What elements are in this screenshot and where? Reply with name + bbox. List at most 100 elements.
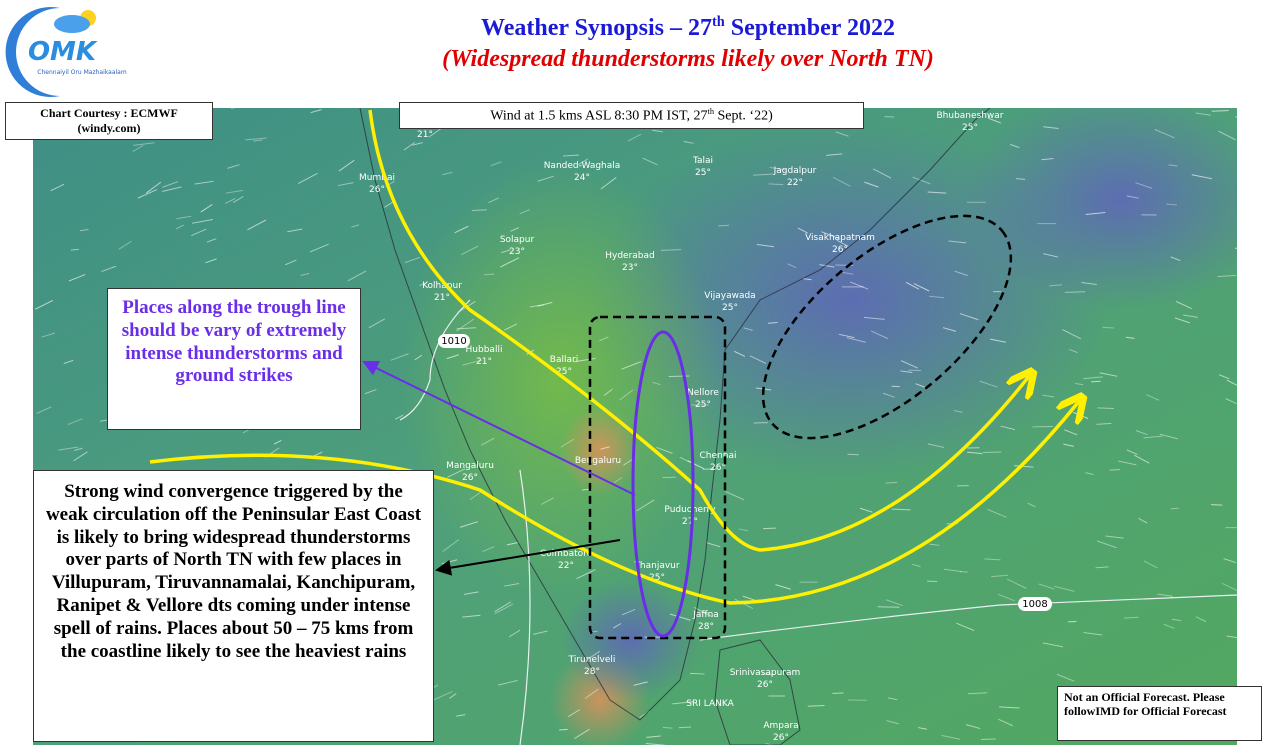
title: Weather Synopsis – 27th September 2022 [110, 14, 1266, 42]
city-name: Hyderabad [605, 251, 655, 261]
wind-streak [687, 460, 705, 470]
wind-streak [1096, 540, 1117, 549]
wind-streak [660, 249, 682, 251]
wind-streak [390, 353, 409, 361]
wind-streak [1145, 394, 1160, 401]
wind-streak [456, 327, 476, 330]
wind-streak [1075, 383, 1084, 386]
wind-streak [50, 183, 65, 192]
wind-streak [1143, 560, 1158, 569]
wind-streak [252, 139, 263, 142]
wind-streak [1096, 422, 1112, 425]
city-name: Tirunelveli [568, 655, 616, 665]
wind-streak [433, 690, 453, 701]
city-temp: 28° [698, 622, 714, 632]
city-name: Thanjavur [633, 561, 679, 571]
wind-streak [1064, 429, 1078, 436]
wind-streak [1135, 182, 1153, 189]
wind-streak [863, 316, 885, 320]
wind-streak [633, 681, 648, 686]
wind-streak [627, 133, 642, 142]
wind-streak [826, 153, 843, 156]
wind-streak [954, 270, 968, 277]
wind-streak [891, 508, 911, 511]
wind-streak [917, 727, 928, 730]
wind-streak [1135, 430, 1148, 436]
wind-streak [870, 330, 889, 340]
wind-streak [1168, 164, 1178, 167]
wind-streak [1154, 129, 1175, 139]
wind-streak [1143, 435, 1163, 439]
wind-streak [1038, 583, 1055, 590]
wind-streak [929, 295, 945, 299]
wind-streak [1217, 274, 1237, 278]
city-name: Bhubaneshwar [936, 111, 1003, 121]
wind-streak [953, 409, 963, 413]
wind-streak [101, 265, 117, 273]
courtesy-line: Chart Courtesy : ECMWF [40, 106, 178, 120]
wind-streak [1195, 112, 1212, 116]
wind-streak [887, 697, 898, 701]
wind-streak [1225, 398, 1237, 405]
wind-streak [574, 357, 596, 363]
wind-streak [1085, 212, 1106, 215]
wind-streak [821, 231, 839, 239]
isobar [519, 469, 531, 745]
wind-streak [900, 360, 918, 369]
wind-streak [41, 332, 56, 338]
wind-streak [1124, 616, 1139, 619]
wind-streak [979, 380, 998, 388]
wind-streak [462, 359, 482, 366]
wind-streak [310, 109, 322, 114]
wind-streak [584, 688, 599, 700]
wind-streak [1016, 178, 1026, 180]
wind-streak [232, 195, 244, 204]
wind-streak [718, 224, 729, 227]
wind-streak [905, 281, 920, 290]
wind-streak [725, 491, 745, 501]
wind-streak [225, 189, 244, 194]
wind-streak [929, 543, 940, 546]
wind-streak [574, 728, 590, 740]
city-name: Ballari [550, 355, 578, 365]
wind-streak [414, 354, 423, 361]
wind-streak [73, 451, 88, 462]
wind-streak [987, 117, 1002, 124]
city-name: Ampara [763, 721, 798, 731]
city-name: Jaffna [692, 610, 719, 620]
city-name: Jagdalpur [773, 166, 817, 176]
title-text: Weather Synopsis – 27 [481, 15, 712, 41]
wind-streak [460, 245, 479, 256]
isobar-label: 1008 [1022, 599, 1047, 610]
wind-streak [1064, 291, 1086, 293]
city-name: Vijayawada [704, 291, 755, 301]
city-name: Nellore [687, 388, 719, 398]
wind-streak [206, 238, 217, 243]
city-name: Visakhapatnam [805, 233, 875, 243]
city-temp: 26° [462, 473, 478, 483]
logo: OMK Chennaiyil Oru Mazhaikaalam [5, 7, 127, 98]
wind-streak [504, 582, 520, 587]
wind-streak [419, 282, 428, 287]
wind-streak [176, 215, 192, 220]
wind-streak [374, 108, 377, 109]
wind-streak [404, 256, 421, 264]
wind-streak [162, 181, 179, 188]
wind-streak [652, 129, 663, 133]
wind-streak [927, 191, 947, 194]
wind-streak [297, 172, 318, 184]
green-region [400, 160, 720, 600]
wind-streak [1226, 635, 1237, 639]
wind-streak [137, 189, 158, 199]
wind-streak [1125, 336, 1135, 339]
wind-streak [1157, 593, 1174, 597]
wind-streak [768, 183, 784, 186]
logo-text: OMK [28, 37, 98, 67]
wind-streak [983, 451, 1002, 453]
wind-streak [456, 714, 466, 717]
wind-streak [984, 558, 1001, 561]
isobar-label: 1010 [441, 336, 466, 347]
logo-crescent [5, 7, 61, 98]
wind-streak [965, 724, 981, 730]
wind-streak [309, 243, 329, 253]
